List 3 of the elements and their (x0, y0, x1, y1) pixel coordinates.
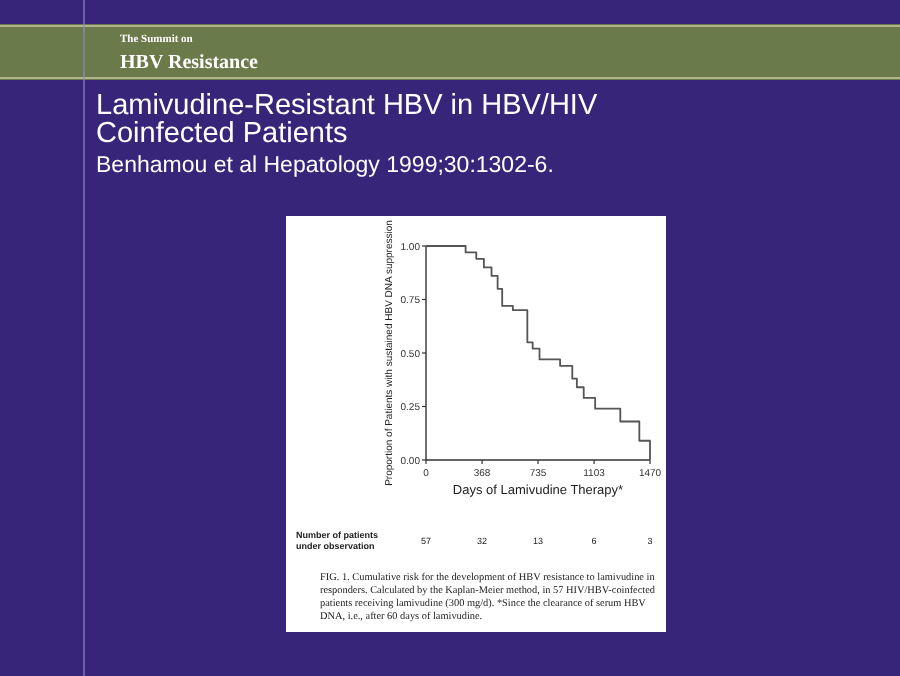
chart-title: Lamivudine-Resistant HBV in HBV/HIV Coinfected Patients (96, 90, 598, 150)
chart-subtitle: Benhamou et al Hepatology 1999;30:1302-6. (96, 154, 554, 178)
text: HBV Resistance (120, 52, 260, 74)
